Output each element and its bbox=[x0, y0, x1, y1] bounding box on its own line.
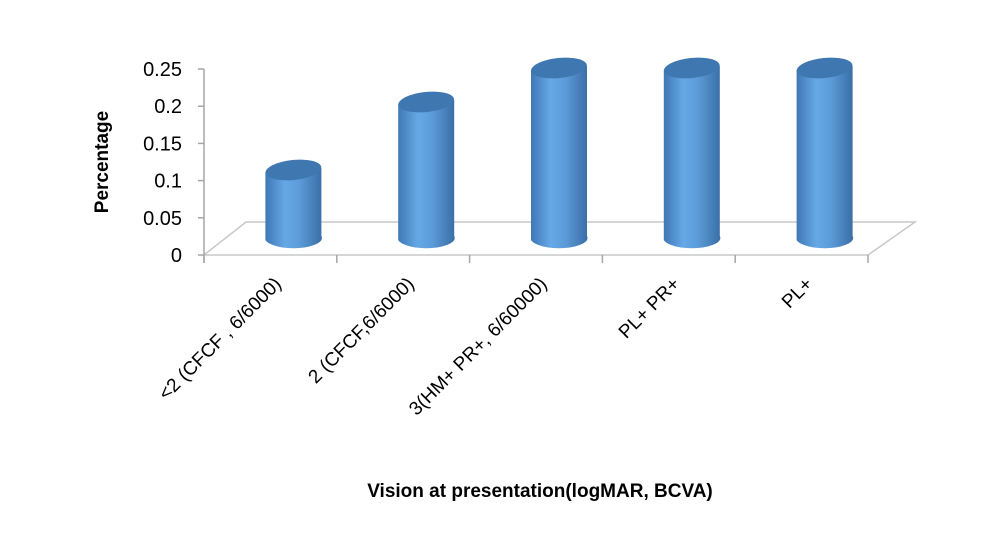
y-tick-label: 0.2 bbox=[154, 96, 182, 118]
y-tick-label: 0.1 bbox=[154, 171, 182, 193]
bar-body bbox=[398, 100, 455, 249]
y-tick-label: 0.15 bbox=[143, 133, 182, 155]
bar-top bbox=[531, 57, 587, 79]
bar bbox=[265, 159, 322, 249]
bar-top bbox=[663, 57, 720, 79]
bar-top bbox=[796, 57, 853, 79]
floor-plane bbox=[201, 221, 918, 256]
bar bbox=[398, 91, 455, 249]
bar-top bbox=[265, 159, 322, 181]
bars bbox=[265, 57, 854, 249]
y-tick-label: 0.25 bbox=[143, 59, 182, 81]
y-axis-title: Percentage bbox=[92, 111, 113, 213]
bar-body bbox=[531, 66, 588, 249]
chart-floor bbox=[201, 221, 918, 256]
bar-top bbox=[398, 91, 455, 113]
x-tick-label: <2 (CFCF , 6/6000) bbox=[155, 274, 286, 405]
x-axis-title: Vision at presentation(logMAR, BCVA) bbox=[367, 481, 713, 502]
x-tick-label: PL+ PR+ bbox=[615, 274, 684, 343]
bar-body bbox=[663, 66, 721, 249]
y-axis: 0 0.05 0.1 0.15 0.2 0.25 bbox=[143, 59, 869, 267]
bar-body bbox=[796, 66, 854, 249]
x-tick-label: 3(HM+ PR+, 6/60000) bbox=[405, 274, 551, 420]
bar-body bbox=[265, 168, 322, 249]
x-tick-label: PL+ bbox=[778, 274, 817, 313]
bar bbox=[796, 57, 854, 249]
bar bbox=[531, 57, 588, 249]
x-tick-label: 2 (CFCF,6/6000) bbox=[305, 274, 419, 388]
y-tick-label: 0 bbox=[171, 245, 182, 267]
bar bbox=[663, 57, 721, 249]
x-axis-labels: <2 (CFCF , 6/6000) 2 (CFCF,6/6000)3(HM+ P… bbox=[155, 274, 817, 420]
y-tick-label: 0.05 bbox=[143, 208, 182, 230]
